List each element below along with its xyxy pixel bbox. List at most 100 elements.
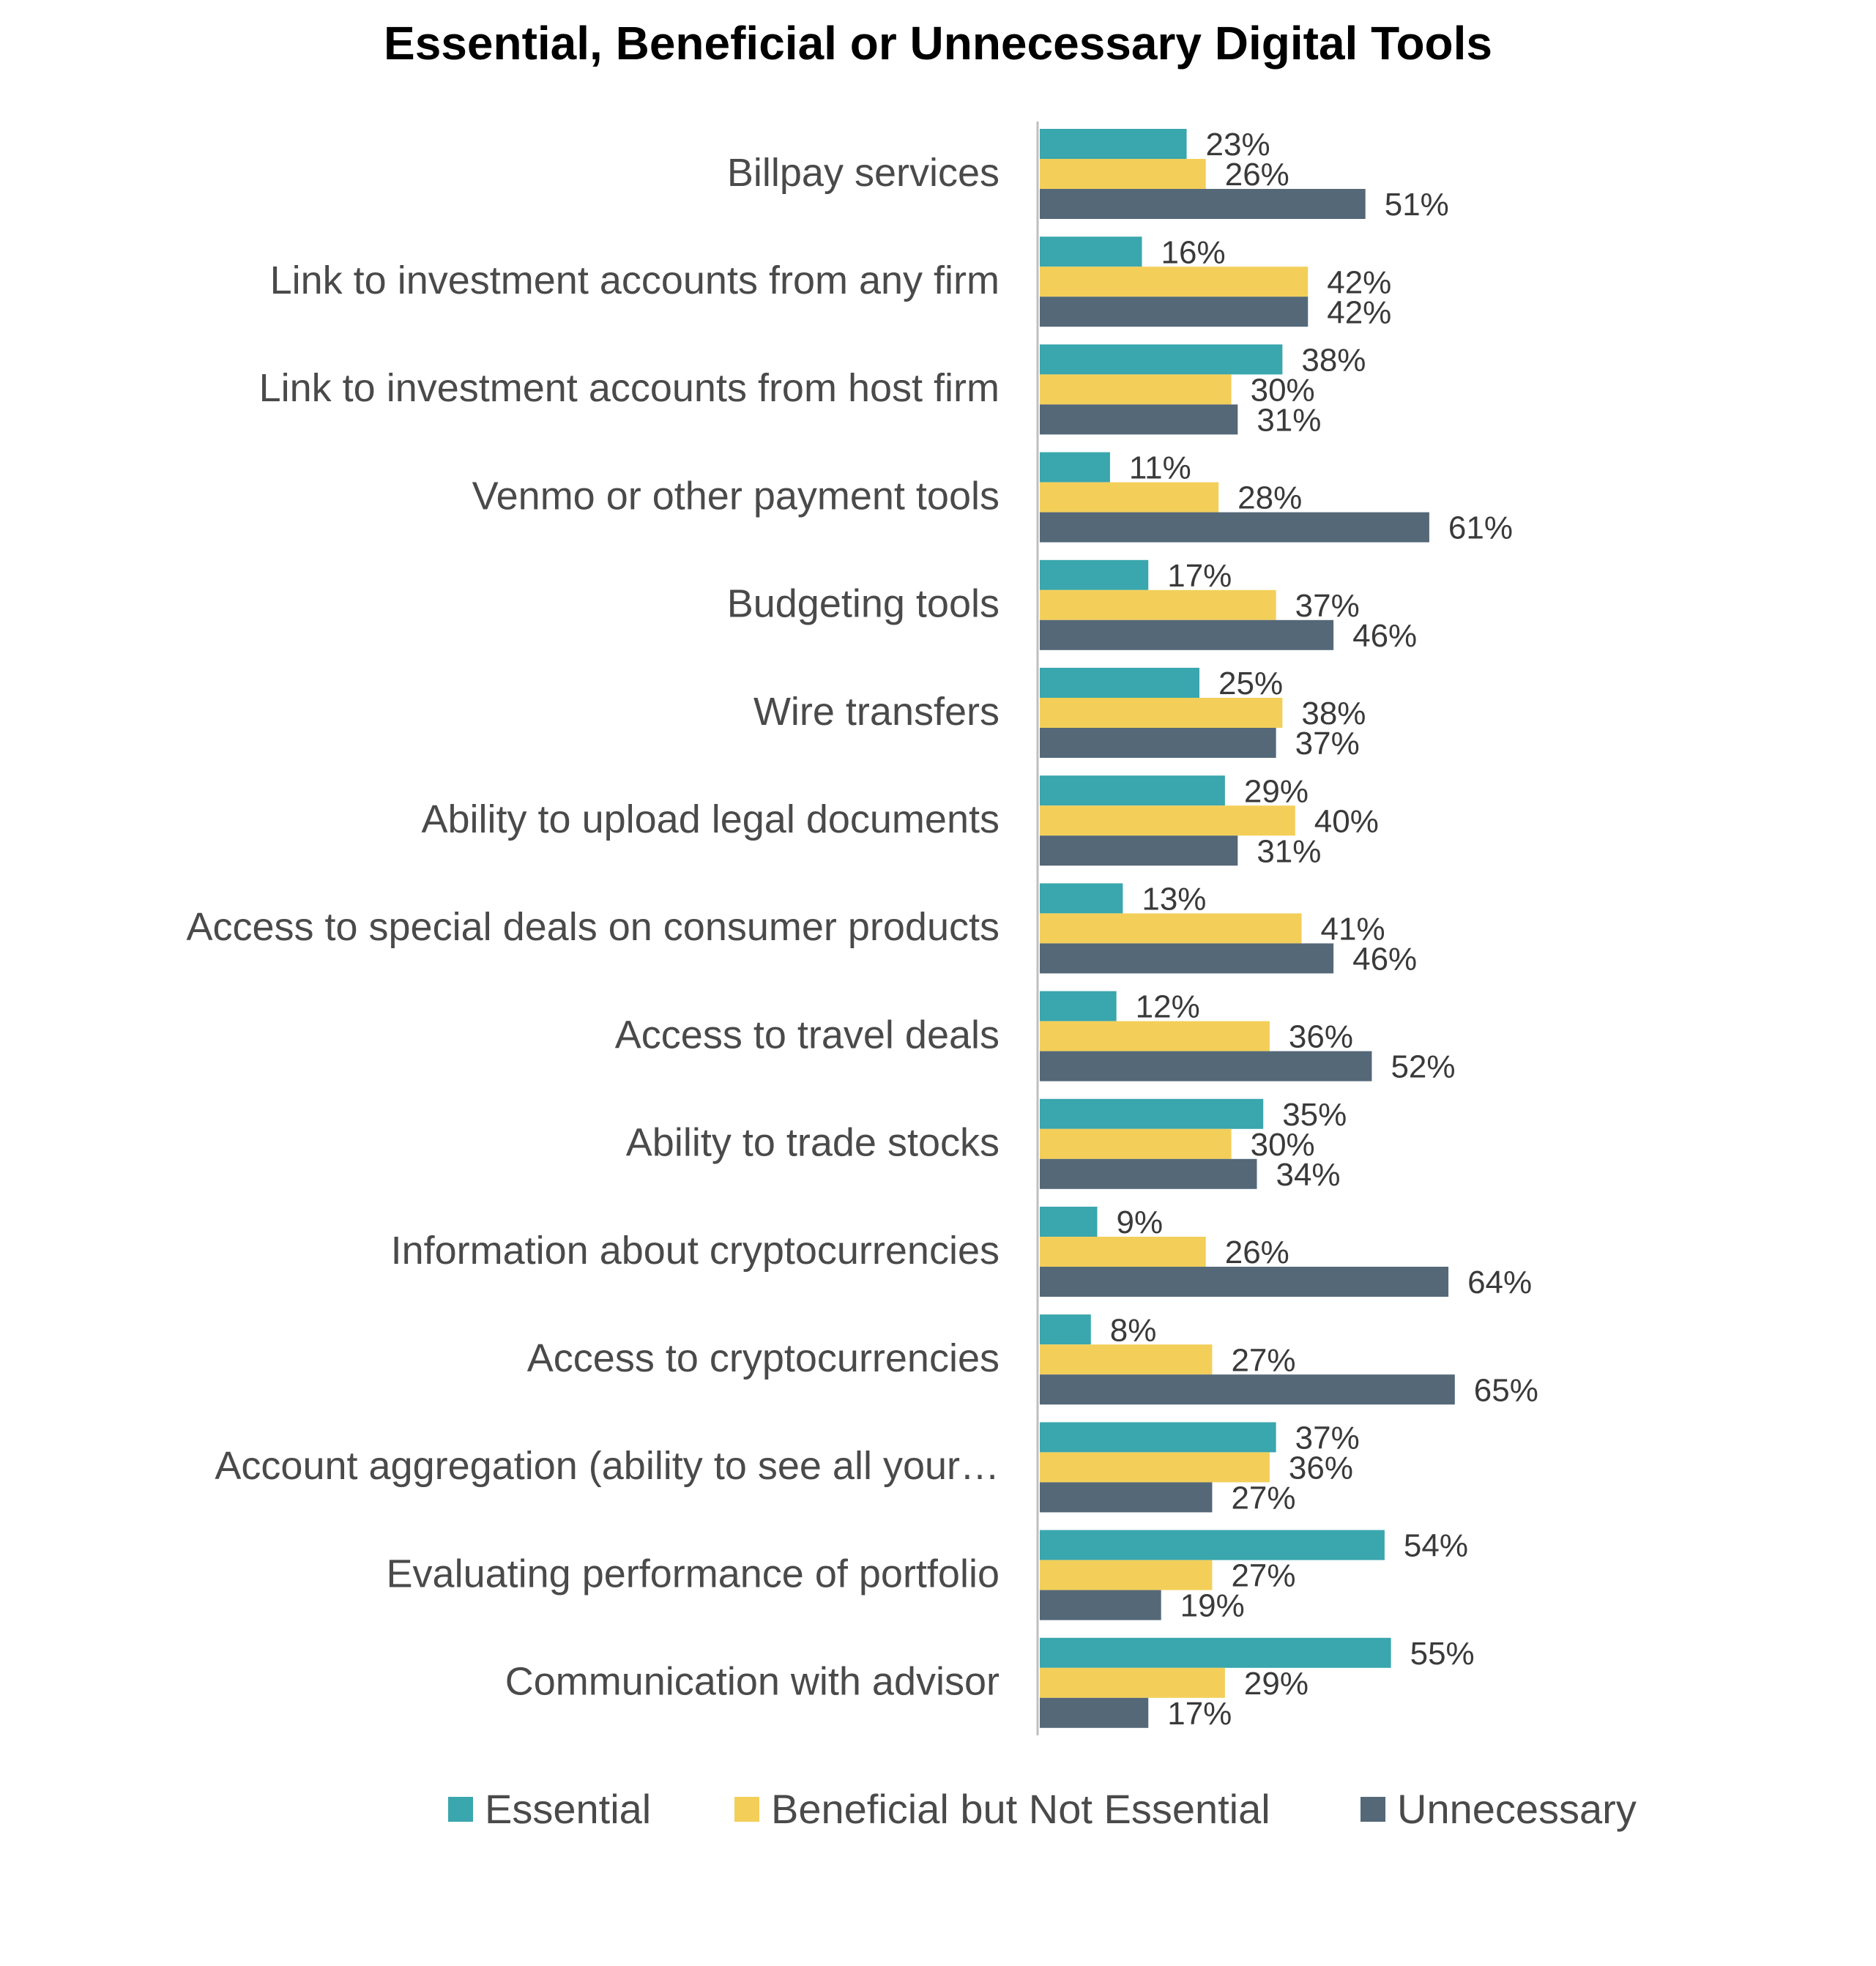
category-label-14: Evaluating performance of portfolio bbox=[387, 1552, 1000, 1595]
data-label-essential-7: 29% bbox=[1244, 773, 1309, 809]
bar-beneficial-but-not-essential-14 bbox=[1040, 1560, 1213, 1590]
data-label-beneficial-but-not-essential-3: 30% bbox=[1251, 373, 1315, 409]
bar-essential-5 bbox=[1040, 559, 1149, 590]
bar-unnecessary-13 bbox=[1040, 1482, 1213, 1513]
data-label-unnecessary-3: 31% bbox=[1257, 403, 1321, 439]
data-label-beneficial-but-not-essential-13: 36% bbox=[1289, 1451, 1353, 1486]
data-label-unnecessary-8: 46% bbox=[1352, 942, 1417, 978]
legend-label-essential: Essential bbox=[485, 1786, 652, 1832]
bar-beneficial-but-not-essential-10 bbox=[1040, 1128, 1232, 1159]
data-label-beneficial-but-not-essential-2: 42% bbox=[1327, 264, 1391, 300]
data-label-beneficial-but-not-essential-15: 29% bbox=[1244, 1666, 1309, 1702]
data-label-essential-9: 12% bbox=[1136, 989, 1200, 1025]
data-label-essential-1: 23% bbox=[1206, 127, 1270, 163]
legend-label-beneficial-but-not-essential: Beneficial but Not Essential bbox=[771, 1786, 1270, 1832]
legend-swatch-essential bbox=[448, 1796, 473, 1822]
data-label-beneficial-but-not-essential-9: 36% bbox=[1289, 1019, 1353, 1055]
bars-layer bbox=[1040, 129, 1455, 1728]
data-label-essential-10: 35% bbox=[1282, 1097, 1347, 1133]
category-label-5: Budgeting tools bbox=[727, 582, 1000, 626]
bar-beneficial-but-not-essential-15 bbox=[1040, 1667, 1225, 1698]
category-label-11: Information about cryptocurrencies bbox=[391, 1229, 1000, 1273]
bar-beneficial-but-not-essential-2 bbox=[1040, 267, 1309, 297]
bar-beneficial-but-not-essential-13 bbox=[1040, 1452, 1270, 1483]
data-label-beneficial-but-not-essential-1: 26% bbox=[1225, 157, 1289, 193]
category-label-6: Wire transfers bbox=[753, 690, 1000, 734]
category-label-12: Access to cryptocurrencies bbox=[527, 1336, 1000, 1380]
legend: Essential Beneficial but Not Essential Unn… bbox=[0, 1785, 1876, 1851]
category-label-7: Ability to upload legal documents bbox=[422, 797, 1000, 841]
data-label-essential-14: 54% bbox=[1404, 1528, 1468, 1564]
legend-swatch-beneficial-but-not-essential bbox=[734, 1796, 759, 1822]
legend-item-unnecessary: Unnecessary bbox=[1361, 1785, 1637, 1833]
bar-essential-2 bbox=[1040, 237, 1142, 267]
category-label-8: Access to special deals on consumer prod… bbox=[186, 905, 1000, 949]
bar-essential-15 bbox=[1040, 1637, 1391, 1668]
data-label-beneficial-but-not-essential-12: 27% bbox=[1231, 1342, 1295, 1378]
bar-unnecessary-3 bbox=[1040, 404, 1238, 435]
data-label-essential-11: 9% bbox=[1116, 1204, 1163, 1240]
bar-unnecessary-1 bbox=[1040, 189, 1366, 219]
legend-label-unnecessary: Unnecessary bbox=[1397, 1786, 1637, 1832]
bar-unnecessary-8 bbox=[1040, 943, 1334, 974]
data-label-unnecessary-5: 46% bbox=[1352, 618, 1417, 654]
data-label-essential-8: 13% bbox=[1142, 882, 1206, 917]
bar-unnecessary-15 bbox=[1040, 1697, 1149, 1728]
data-label-unnecessary-4: 61% bbox=[1448, 510, 1513, 546]
bar-essential-7 bbox=[1040, 775, 1225, 806]
bar-essential-3 bbox=[1040, 344, 1283, 375]
data-label-essential-2: 16% bbox=[1161, 234, 1226, 270]
category-label-1: Billpay services bbox=[727, 151, 1000, 195]
bar-unnecessary-9 bbox=[1040, 1051, 1372, 1081]
bar-essential-1 bbox=[1040, 129, 1187, 159]
category-label-10: Ability to trade stocks bbox=[626, 1121, 1000, 1165]
bar-beneficial-but-not-essential-3 bbox=[1040, 374, 1232, 405]
data-label-beneficial-but-not-essential-6: 38% bbox=[1301, 696, 1366, 731]
data-label-essential-6: 25% bbox=[1218, 666, 1283, 701]
bar-essential-6 bbox=[1040, 668, 1199, 698]
bar-unnecessary-5 bbox=[1040, 619, 1334, 650]
bar-beneficial-but-not-essential-8 bbox=[1040, 913, 1302, 944]
data-label-unnecessary-1: 51% bbox=[1385, 187, 1449, 223]
bar-essential-13 bbox=[1040, 1422, 1276, 1453]
bar-unnecessary-10 bbox=[1040, 1158, 1257, 1189]
data-label-unnecessary-9: 52% bbox=[1391, 1049, 1455, 1085]
bar-unnecessary-4 bbox=[1040, 512, 1429, 543]
bar-beneficial-but-not-essential-6 bbox=[1040, 698, 1283, 728]
data-label-unnecessary-15: 17% bbox=[1167, 1696, 1232, 1732]
bar-beneficial-but-not-essential-12 bbox=[1040, 1344, 1213, 1375]
data-label-beneficial-but-not-essential-7: 40% bbox=[1314, 803, 1379, 839]
bar-unnecessary-2 bbox=[1040, 297, 1309, 327]
data-label-essential-3: 38% bbox=[1301, 343, 1366, 379]
legend-item-beneficial-but-not-essential: Beneficial but Not Essential bbox=[734, 1785, 1270, 1833]
category-label-13: Account aggregation (ability to see all … bbox=[215, 1444, 1000, 1488]
bar-beneficial-but-not-essential-11 bbox=[1040, 1237, 1206, 1267]
bar-essential-4 bbox=[1040, 452, 1110, 483]
data-label-unnecessary-10: 34% bbox=[1276, 1157, 1340, 1193]
data-label-beneficial-but-not-essential-14: 27% bbox=[1231, 1558, 1295, 1594]
bar-unnecessary-14 bbox=[1040, 1590, 1161, 1620]
bar-essential-11 bbox=[1040, 1207, 1098, 1237]
data-label-essential-15: 55% bbox=[1410, 1636, 1475, 1672]
bar-essential-10 bbox=[1040, 1098, 1264, 1129]
bar-beneficial-but-not-essential-4 bbox=[1040, 482, 1219, 513]
bar-essential-9 bbox=[1040, 991, 1117, 1021]
bar-beneficial-but-not-essential-7 bbox=[1040, 805, 1295, 836]
data-label-beneficial-but-not-essential-4: 28% bbox=[1237, 480, 1302, 516]
data-label-unnecessary-7: 31% bbox=[1257, 833, 1321, 869]
data-label-beneficial-but-not-essential-10: 30% bbox=[1251, 1127, 1315, 1163]
bar-unnecessary-7 bbox=[1040, 835, 1238, 866]
bar-unnecessary-6 bbox=[1040, 728, 1276, 758]
bar-unnecessary-11 bbox=[1040, 1267, 1449, 1297]
data-label-unnecessary-11: 64% bbox=[1467, 1265, 1532, 1300]
data-label-unnecessary-2: 42% bbox=[1327, 294, 1391, 330]
data-label-essential-12: 8% bbox=[1110, 1312, 1157, 1348]
data-label-essential-4: 11% bbox=[1129, 450, 1191, 486]
bar-essential-8 bbox=[1040, 883, 1123, 914]
data-label-beneficial-but-not-essential-5: 37% bbox=[1295, 588, 1360, 624]
data-label-essential-13: 37% bbox=[1295, 1420, 1360, 1456]
bar-essential-14 bbox=[1040, 1530, 1385, 1560]
chart-title: Essential, Beneficial or Unnecessary Dig… bbox=[384, 17, 1492, 70]
